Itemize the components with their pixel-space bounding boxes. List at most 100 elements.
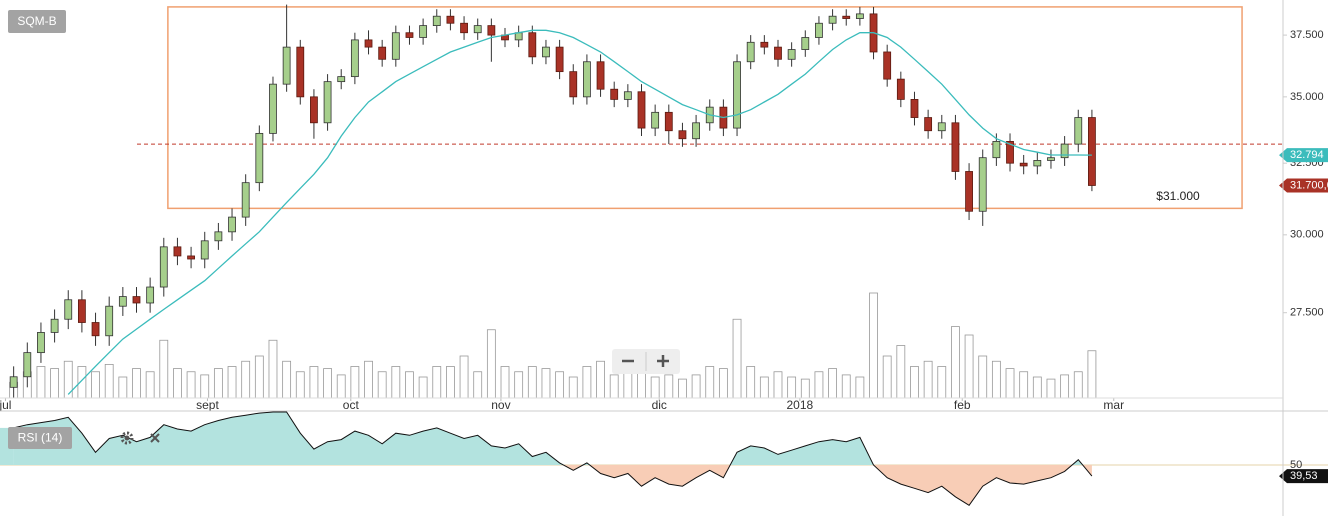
candle-body	[924, 117, 933, 132]
close-stroke	[150, 433, 160, 443]
candle-body	[583, 61, 591, 98]
candle-body	[432, 15, 441, 27]
candle-body	[569, 71, 578, 98]
moving-average	[67, 29, 1092, 395]
zoom-in-button[interactable]	[657, 355, 669, 367]
symbol-badge[interactable]	[8, 10, 66, 33]
volume-bar	[377, 371, 387, 399]
last-price-tag	[1279, 178, 1328, 193]
candle-body	[323, 81, 332, 124]
volume-bar	[869, 292, 878, 399]
volume-bar	[923, 360, 933, 399]
candle-body	[610, 88, 619, 100]
x-tick-label: feb	[954, 398, 971, 412]
rsi-line	[13, 411, 1093, 506]
volume-bar	[104, 363, 114, 399]
candle-body	[951, 122, 960, 172]
candle-body	[446, 15, 455, 24]
volume-bar	[227, 366, 237, 399]
volume-bar	[759, 376, 769, 399]
ma-last-label: 32.794	[1290, 149, 1324, 161]
volume-bar	[391, 366, 401, 399]
rsi-area-below	[13, 465, 1092, 506]
candle-body	[992, 141, 1001, 159]
rsi-tick-label: 50	[1290, 459, 1302, 471]
candle-body	[937, 122, 946, 132]
candle-body	[883, 51, 892, 80]
candle-body	[760, 41, 769, 48]
volume-bar	[828, 368, 837, 399]
volume-bar	[159, 339, 169, 399]
annotation: $31.000	[1156, 189, 1200, 203]
candle-body	[105, 305, 114, 337]
candle-body	[910, 99, 919, 118]
candle-body	[1006, 141, 1014, 164]
volume-bar	[1087, 350, 1097, 399]
volume-bar	[855, 376, 865, 399]
volume-bar	[1019, 371, 1029, 399]
candle-body	[842, 15, 851, 19]
candle-body	[828, 15, 837, 24]
candle-body	[159, 246, 168, 288]
x-tick-label: sept	[196, 398, 219, 412]
volume-bar	[268, 339, 278, 399]
volume-bar	[186, 371, 196, 399]
candle-body	[1074, 117, 1083, 145]
rsi-last-tag	[1279, 469, 1328, 484]
volume-bar	[650, 376, 660, 399]
volume-bar	[364, 360, 373, 399]
gear	[120, 431, 134, 445]
last-price-label: 31.700,0	[1290, 179, 1328, 191]
volume-bar	[473, 371, 483, 399]
candle-body	[815, 22, 823, 38]
candle-body	[146, 286, 155, 304]
volume-bar	[1032, 376, 1042, 399]
settings-icon[interactable]	[120, 431, 134, 445]
candle-body	[1047, 157, 1055, 161]
candle-body	[200, 240, 209, 260]
indicator-badge[interactable]	[8, 427, 72, 449]
candle-body	[596, 61, 605, 90]
volume-bar	[746, 366, 756, 399]
volume-bar	[50, 368, 59, 399]
candle-body	[91, 322, 100, 337]
volume-bar	[1046, 378, 1056, 399]
candle-body	[1088, 117, 1096, 186]
candle-body	[637, 91, 646, 129]
volume-bar	[582, 366, 592, 399]
candle-body	[405, 32, 414, 38]
candle-body	[746, 41, 755, 63]
candle-body	[241, 182, 250, 218]
candle-body	[255, 132, 264, 184]
candle-body	[774, 46, 782, 60]
close-icon[interactable]	[150, 433, 160, 443]
x-tick-label: oct	[343, 398, 360, 412]
candle-body	[678, 130, 687, 140]
volume-bar	[213, 368, 223, 399]
candle-body	[460, 22, 468, 34]
y-tick-label: 37.500	[1290, 29, 1324, 41]
candle-body	[77, 299, 86, 323]
candle-body	[801, 37, 810, 50]
volume-bar	[637, 371, 646, 399]
candle-body	[310, 96, 318, 124]
candle-body	[64, 299, 73, 320]
candle-body	[542, 46, 550, 58]
ma-last-tag	[1279, 148, 1328, 163]
volume-bar	[459, 355, 469, 399]
volume-bar	[596, 360, 605, 399]
candle-body	[419, 25, 428, 38]
volume-bar	[241, 360, 251, 399]
volume-bar	[541, 368, 551, 399]
candle-body	[623, 91, 632, 100]
candle-body	[269, 83, 277, 134]
candle-body	[978, 157, 987, 212]
x-tick-label: 2018	[786, 398, 813, 412]
candle-body	[855, 13, 864, 19]
volume-bar	[132, 368, 141, 399]
candle-body	[1060, 143, 1069, 159]
volume-bar	[350, 366, 360, 399]
volume-bar	[200, 374, 210, 399]
candle-body	[228, 216, 236, 233]
volume-bar	[405, 371, 414, 399]
